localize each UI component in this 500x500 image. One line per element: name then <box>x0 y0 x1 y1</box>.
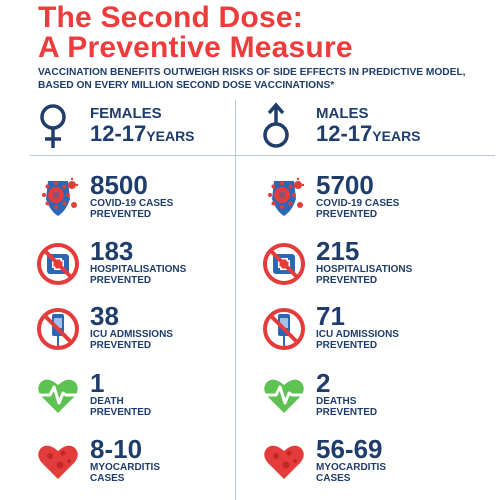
no-hospital-icon <box>36 241 80 285</box>
males-stat-myocarditis: 56-69 MYOCARDITIS CASES <box>258 436 478 496</box>
stat-value: 1 <box>90 368 105 398</box>
stat-value: 215 <box>316 236 360 266</box>
heart-inflamed-icon <box>262 439 306 483</box>
females-age-value: 12-17 <box>90 121 147 146</box>
stat-value: 8-10 <box>90 434 143 464</box>
stat-label: ICU ADMISSIONS PREVENTED <box>316 329 399 351</box>
females-header: FEMALES 12-17YEARS <box>32 100 252 155</box>
females-stat-icu: 38 ICU ADMISSIONS PREVENTED <box>32 303 252 363</box>
title-line-2: A Preventive Measure <box>38 31 353 64</box>
header-divider <box>30 155 495 156</box>
stat-label: COVID-19 CASES PREVENTED <box>90 198 174 220</box>
stat-label: DEATHS PREVENTED <box>316 396 378 418</box>
virus-shield-icon <box>36 175 80 219</box>
stat-value: 183 <box>90 236 134 266</box>
males-column: MALES 12-17YEARS 5700 COVID-19 CASES PREV… <box>258 100 478 484</box>
title-line-1: The Second Dose: <box>38 1 303 34</box>
males-age: 12-17YEARS <box>316 122 421 148</box>
column-divider <box>235 100 236 500</box>
males-age-unit: YEARS <box>372 128 421 144</box>
females-stat-myocarditis: 8-10 MYOCARDITIS CASES <box>32 436 252 496</box>
stat-label: HOSPITALISATIONS PREVENTED <box>90 264 187 286</box>
males-age-value: 12-17 <box>316 121 373 146</box>
stat-label: MYOCARDITIS CASES <box>316 462 386 484</box>
heartbeat-icon <box>262 373 306 417</box>
stat-value: 38 <box>90 301 119 331</box>
stat-label: ICU ADMISSIONS PREVENTED <box>90 329 173 351</box>
heartbeat-icon <box>36 373 80 417</box>
stat-value: 56-69 <box>316 434 383 464</box>
females-age-unit: YEARS <box>146 128 195 144</box>
stat-value: 8500 <box>90 170 148 200</box>
stat-label: DEATH PREVENTED <box>90 396 152 418</box>
stat-label: COVID-19 CASES PREVENTED <box>316 198 400 220</box>
females-stat-deaths: 1 DEATH PREVENTED <box>32 370 252 430</box>
virus-shield-icon <box>262 175 306 219</box>
males-label: MALES <box>316 105 369 122</box>
stat-value: 2 <box>316 368 331 398</box>
stat-value: 5700 <box>316 170 374 200</box>
females-stat-hospitalisations: 183 HOSPITALISATIONS PREVENTED <box>32 238 252 298</box>
females-label: FEMALES <box>90 105 162 122</box>
stat-label: HOSPITALISATIONS PREVENTED <box>316 264 413 286</box>
no-icu-icon <box>262 306 306 350</box>
subtitle: Vaccination benefits outweigh risks of s… <box>38 67 466 91</box>
males-stat-deaths: 2 DEATHS PREVENTED <box>258 370 478 430</box>
males-stat-cases: 5700 COVID-19 CASES PREVENTED <box>258 172 478 232</box>
females-column: FEMALES 12-17YEARS 8500 COVID-19 CASES PR… <box>32 100 252 484</box>
female-symbol-icon <box>40 104 66 148</box>
females-stat-cases: 8500 COVID-19 CASES PREVENTED <box>32 172 252 232</box>
stat-label: MYOCARDITIS CASES <box>90 462 160 484</box>
males-stat-icu: 71 ICU ADMISSIONS PREVENTED <box>258 303 478 363</box>
infographic-title: The Second Dose: A Preventive Measure <box>38 3 478 63</box>
stat-value: 71 <box>316 301 345 331</box>
heart-inflamed-icon <box>36 439 80 483</box>
male-symbol-icon <box>263 102 289 148</box>
no-hospital-icon <box>262 241 306 285</box>
males-stat-hospitalisations: 215 HOSPITALISATIONS PREVENTED <box>258 238 478 298</box>
females-age: 12-17YEARS <box>90 122 195 148</box>
males-header: MALES 12-17YEARS <box>258 100 478 155</box>
no-icu-icon <box>36 306 80 350</box>
